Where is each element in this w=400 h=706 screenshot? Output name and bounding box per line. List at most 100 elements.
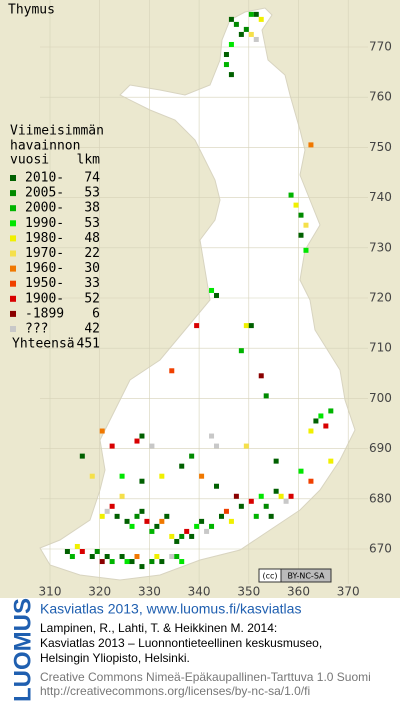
legend-count: 38 [84, 201, 100, 216]
observation-square [184, 528, 190, 534]
legend-column: lkm [77, 153, 101, 168]
license-line: Creative Commons Nimeä-Epäkaupallinen-Ta… [40, 670, 371, 684]
y-tick-label: 710 [369, 341, 392, 355]
observation-square [214, 443, 220, 449]
x-tick-label: 320 [88, 585, 111, 599]
x-tick-label: 340 [188, 585, 211, 599]
observation-square [94, 549, 100, 554]
logo: LUOMUS [9, 598, 36, 702]
legend-label: 1990- [25, 216, 64, 231]
observation-square [218, 513, 224, 519]
observation-square [149, 559, 155, 565]
observation-square [79, 453, 85, 459]
legend-count: 33 [84, 276, 100, 291]
observation-square [109, 443, 115, 449]
observation-square [318, 413, 324, 419]
observation-square [308, 428, 314, 434]
observation-square [69, 554, 75, 560]
observation-square [298, 468, 304, 474]
observation-square [283, 498, 289, 504]
legend-count: 74 [84, 171, 100, 186]
observation-square [154, 554, 160, 560]
legend-label: 2000- [25, 201, 64, 216]
legend-count: 53 [84, 186, 100, 201]
observation-square [169, 554, 175, 560]
legend-swatch [10, 326, 16, 332]
title: Thymus [8, 3, 55, 18]
observation-squares [64, 11, 334, 570]
legend-count: 22 [84, 246, 100, 261]
observation-square [313, 418, 319, 424]
observation-square [159, 518, 165, 524]
badge-cc: (cc) [262, 572, 277, 581]
observation-square [243, 323, 249, 329]
observation-square [99, 513, 105, 519]
observation-square [189, 453, 195, 459]
observation-square [204, 528, 210, 534]
legend-heading: havainnon [10, 139, 80, 154]
legend-count: 53 [84, 216, 100, 231]
y-tick-label: 700 [369, 391, 392, 405]
observation-square [308, 478, 314, 484]
observation-square [303, 222, 309, 228]
legend-swatch [10, 295, 16, 302]
observation-square [119, 473, 125, 479]
legend-label: 1980- [25, 231, 64, 246]
observation-square [124, 518, 130, 524]
observation-square [119, 493, 125, 499]
observation-square [238, 503, 244, 509]
observation-square [159, 473, 165, 479]
observation-square [288, 493, 294, 499]
observation-square [243, 443, 249, 449]
observation-square [179, 533, 185, 539]
observation-square [99, 559, 105, 565]
legend-label: 1950- [25, 276, 64, 291]
observation-square [139, 478, 145, 484]
observation-square [89, 473, 95, 479]
observation-square [228, 16, 234, 22]
observation-square [253, 513, 259, 519]
observation-square [139, 433, 145, 439]
observation-square [228, 518, 234, 524]
observation-square [194, 323, 200, 329]
license-line: http://creativecommons.org/licenses/by-n… [40, 684, 310, 698]
license-badge: (cc) BY-NC-SA [258, 568, 332, 583]
observation-square [124, 559, 130, 565]
badge-cc-box [258, 568, 282, 583]
legend-label: 1970- [25, 246, 64, 261]
legend-label: 1960- [25, 261, 64, 276]
citation-line: Lampinen, R., Lahti, T. & Heikkinen M. 2… [40, 621, 277, 635]
observation-square [179, 463, 185, 469]
legend-swatch [10, 190, 16, 197]
observation-square [328, 458, 334, 464]
y-tick-label: 770 [369, 40, 392, 54]
y-tick-label: 740 [369, 190, 392, 204]
observation-square [119, 554, 125, 560]
observation-square [253, 11, 259, 17]
legend-heading: Viimeisimmän [10, 124, 104, 139]
legend-count: 30 [84, 261, 100, 276]
observation-square [268, 513, 274, 519]
observation-square [323, 423, 329, 429]
x-tick-label: 350 [237, 585, 260, 599]
observation-square [238, 348, 244, 354]
legend-swatch [10, 310, 16, 317]
observation-square [104, 554, 110, 560]
observation-square [248, 498, 254, 504]
legend-count: 6 [92, 306, 100, 321]
legend-label: -1899 [25, 306, 64, 321]
observation-square [258, 16, 264, 22]
observation-square [109, 559, 115, 565]
observation-square [209, 287, 215, 293]
observation-square [328, 408, 334, 414]
observation-square [273, 488, 279, 494]
observation-square [228, 41, 234, 47]
observation-square [238, 31, 244, 37]
legend-total: 451 [77, 337, 100, 352]
x-tick-label: 310 [39, 585, 62, 599]
observation-square [223, 52, 229, 58]
observation-square [263, 503, 269, 509]
observation-square [288, 192, 294, 198]
observation-square [129, 559, 135, 565]
